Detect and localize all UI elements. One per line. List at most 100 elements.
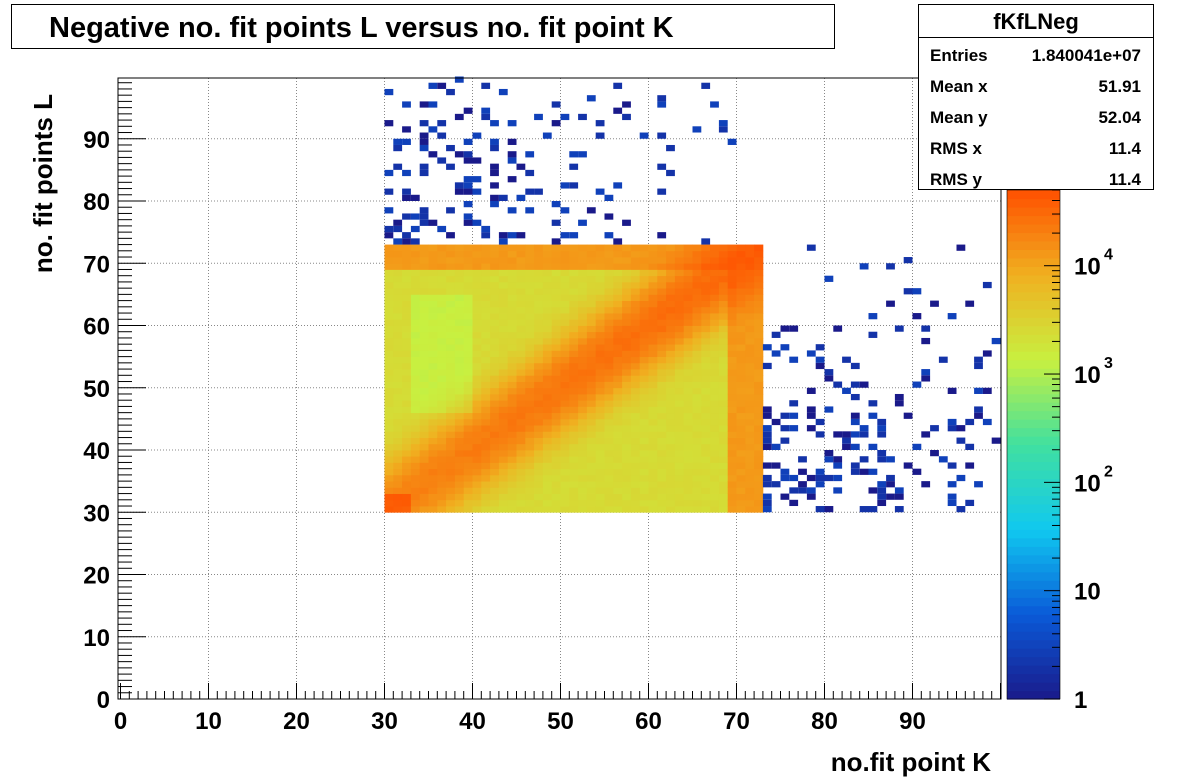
heatmap-cell xyxy=(736,425,746,432)
heatmap-cell xyxy=(692,406,702,414)
heatmap-cell xyxy=(542,431,553,438)
heatmap-cell xyxy=(560,313,570,320)
heatmap-cell xyxy=(419,263,429,270)
heatmap-cell xyxy=(428,406,438,414)
heatmap-cell xyxy=(516,250,526,258)
heatmap-cell xyxy=(578,300,588,308)
heatmap-cell xyxy=(648,431,658,438)
heatmap-cell xyxy=(877,487,887,494)
heatmap-cell xyxy=(736,412,746,420)
heatmap-cell xyxy=(886,456,895,463)
heatmap-cell xyxy=(507,481,517,488)
heatmap-cell xyxy=(974,412,983,419)
heatmap-cell xyxy=(402,481,412,488)
heatmap-cell xyxy=(384,481,394,488)
heatmap-cell xyxy=(437,369,447,376)
heatmap-cell xyxy=(718,269,729,277)
heatmap-cell xyxy=(498,313,509,320)
heatmap-cell xyxy=(463,107,473,114)
heatmap-cell xyxy=(780,325,790,332)
heatmap-cell xyxy=(410,269,421,277)
heatmap-cell xyxy=(639,481,649,488)
heatmap-cell xyxy=(402,138,411,145)
heatmap-cell xyxy=(701,443,711,451)
heatmap-cell xyxy=(586,456,597,463)
heatmap-cell xyxy=(551,450,561,457)
heatmap-cell xyxy=(402,331,412,339)
heatmap-cell xyxy=(762,431,772,438)
heatmap-cell xyxy=(666,250,676,258)
heatmap-cell xyxy=(727,493,737,501)
heatmap-cell xyxy=(384,425,394,432)
heatmap-cell xyxy=(402,381,412,389)
heatmap-cell xyxy=(701,288,711,295)
heatmap-cell xyxy=(507,250,517,258)
heatmap-cell xyxy=(833,462,843,469)
heatmap-cell xyxy=(912,443,922,450)
heatmap-cell xyxy=(507,369,517,376)
heatmap-cell xyxy=(613,499,623,507)
heatmap-cell xyxy=(393,138,403,145)
heatmap-cell xyxy=(569,325,579,333)
heatmap-cell xyxy=(727,138,737,145)
heatmap-cell xyxy=(393,450,403,457)
heatmap-cell xyxy=(534,188,543,195)
heatmap-cell xyxy=(498,375,509,382)
heatmap-cell xyxy=(551,319,561,326)
heatmap-cell xyxy=(586,437,597,445)
heatmap-cell xyxy=(648,400,658,407)
heatmap-cell xyxy=(507,356,517,364)
heatmap-cell xyxy=(551,331,561,339)
heatmap-cell xyxy=(507,319,517,326)
heatmap-cell xyxy=(560,288,570,295)
heatmap-cell xyxy=(569,443,579,451)
heatmap-cell xyxy=(657,400,667,407)
heatmap-cell xyxy=(771,331,781,338)
heatmap-cell xyxy=(446,481,456,488)
heatmap-cell xyxy=(595,281,605,289)
heatmap-cell xyxy=(454,418,465,426)
heatmap-cell xyxy=(745,437,755,445)
heatmap-cell xyxy=(622,381,632,389)
heatmap-cell xyxy=(393,443,403,451)
heatmap-cell xyxy=(481,400,491,407)
heatmap-cell xyxy=(718,288,729,295)
heatmap-cell xyxy=(428,468,438,476)
heatmap-cell xyxy=(622,313,632,320)
x-tick-label: 50 xyxy=(547,708,574,735)
heatmap-cell xyxy=(604,294,614,301)
heatmap-cell xyxy=(534,400,544,407)
heatmap-cell xyxy=(595,487,605,494)
heatmap-cell xyxy=(384,369,394,376)
heatmap-cell xyxy=(419,381,429,389)
heatmap-cell xyxy=(410,263,421,270)
color-bar-band xyxy=(1007,563,1060,573)
heatmap-cell xyxy=(498,275,509,283)
heatmap-cell xyxy=(551,412,561,420)
heatmap-cell xyxy=(472,456,482,463)
heatmap-cell xyxy=(630,506,641,513)
heatmap-cell xyxy=(542,481,553,488)
heatmap-cell xyxy=(402,369,412,376)
heatmap-cell xyxy=(710,400,720,407)
heatmap-cell xyxy=(419,344,429,351)
heatmap-cell xyxy=(613,369,623,376)
y-tick-label: 0 xyxy=(97,687,110,714)
heatmap-cell xyxy=(736,499,746,507)
heatmap-cell xyxy=(727,437,737,445)
heatmap-cell xyxy=(578,499,588,507)
heatmap-cell xyxy=(384,487,394,494)
heatmap-cell xyxy=(542,456,553,463)
heatmap-cell xyxy=(604,213,614,220)
heatmap-cell xyxy=(630,462,641,470)
stats-value: 11.4 xyxy=(1108,170,1141,189)
heatmap-cell xyxy=(410,506,421,513)
heatmap-cell xyxy=(463,487,473,494)
heatmap-cell xyxy=(745,412,755,420)
heatmap-cell xyxy=(393,325,403,333)
heatmap-cell xyxy=(578,400,588,407)
heatmap-cell xyxy=(710,257,720,264)
heatmap-cell xyxy=(481,350,491,358)
heatmap-cell xyxy=(666,281,676,289)
heatmap-cell xyxy=(560,418,570,426)
